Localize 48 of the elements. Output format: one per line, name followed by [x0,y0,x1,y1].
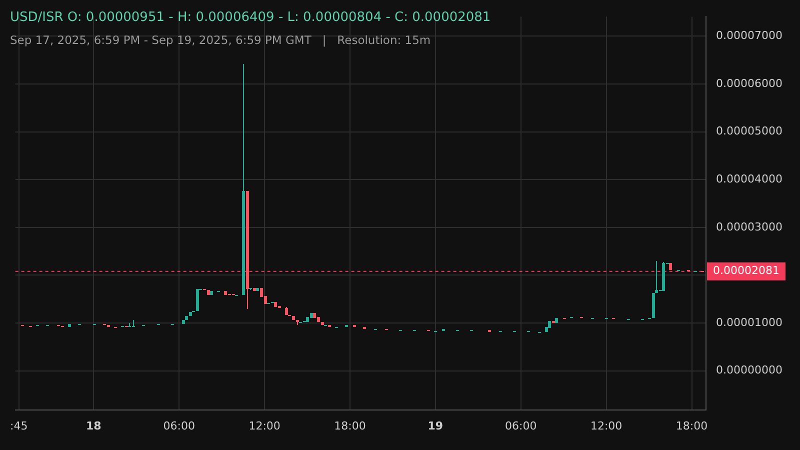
candlestick [313,313,316,318]
candlestick [68,324,71,327]
candlestick [132,320,135,327]
candlestick [662,263,665,291]
text: Sep 17, 2025, 6:59 PM - Sep 19, 2025, 6:59 PM GMT | Resolution: 15m [10,33,431,47]
candlestick [296,320,299,325]
candlestick [669,263,672,270]
candlestick [274,302,277,307]
x-tick-label: 18:00 [334,419,366,432]
y-tick-label: 0.00007000 [716,29,782,42]
chart-title: USD/ISR O: 0.00000951 - H: 0.00006409 - L: 0.00000804 - C: 0.00002081 [10,10,491,25]
candlestick [285,308,288,315]
candlestick [292,316,295,320]
y-tick-label: 0.00006000 [716,76,782,90]
y-tick-label: 0.00004000 [716,172,782,186]
candlestick [321,322,324,325]
candlestick [655,261,658,293]
candlestick [256,288,259,291]
candlestick [310,313,313,318]
candlestick [196,289,199,311]
x-tick-label: 12:00 [590,419,622,432]
candlestick [210,291,213,295]
x-tick-label: :45 [10,419,28,432]
x-tick-label: 18 [86,419,102,432]
candlestick [128,323,131,327]
candlestick [317,317,320,322]
y-tick-label: 0.00005000 [716,124,782,138]
candlestick [185,316,188,320]
candlestick [555,318,558,323]
candlestick [189,312,192,316]
candlestick [246,191,249,309]
candlestick [224,291,227,295]
x-tick-label: 06:00 [505,419,537,432]
y-tick-label: 0.00000000 [716,364,782,377]
y-tick-label: 0.00003000 [716,220,782,234]
x-tick-label: 18:00 [676,419,708,432]
candlestick [182,320,185,324]
candlestick [207,290,210,295]
x-tick-label: 12:00 [248,419,280,432]
y-tick-label: 0.00001000 [716,316,782,329]
candlestick [306,317,309,322]
candlestick [548,321,551,328]
x-tick-label: 06:00 [163,419,195,432]
candlestick [242,64,245,295]
x-tick-label: 19 [428,419,444,432]
candlestick [652,293,655,318]
candlestick [253,288,256,291]
ref-line-label: 0.00002081 [713,264,780,278]
